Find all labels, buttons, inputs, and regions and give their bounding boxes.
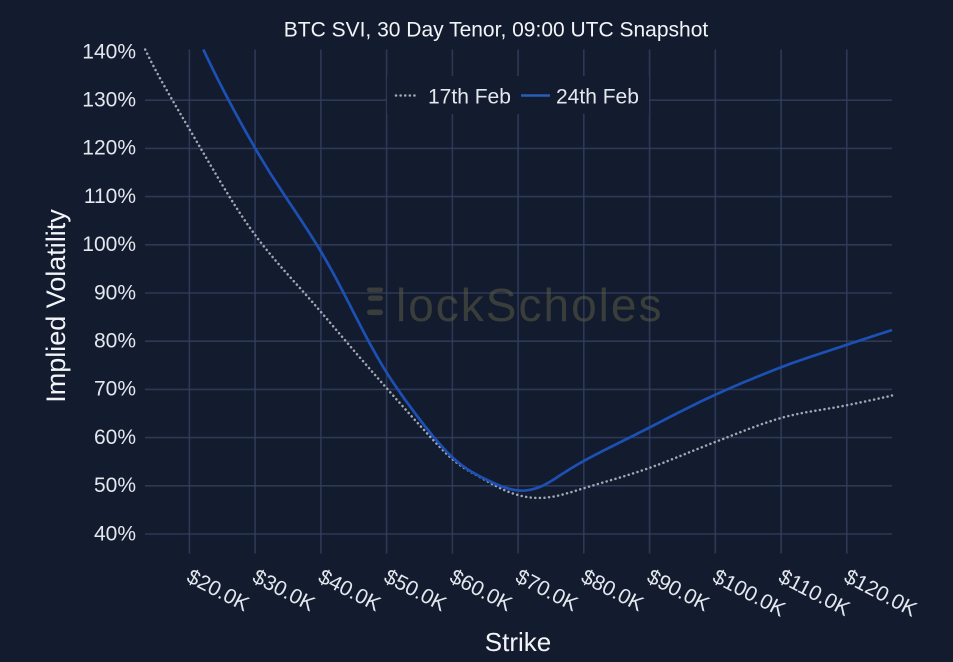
svg-text:110%: 110% <box>84 185 136 208</box>
svg-text:90%: 90% <box>94 281 136 304</box>
svg-text:60%: 60% <box>94 426 136 449</box>
svg-text:BTC SVI, 30 Day Tenor, 09:00 U: BTC SVI, 30 Day Tenor, 09:00 UTC Snapsho… <box>284 19 709 42</box>
svg-text:Strike: Strike <box>485 627 551 657</box>
svg-text:130%: 130% <box>82 89 136 112</box>
svg-text:Implied Volatility: Implied Volatility <box>41 209 71 403</box>
svg-text:40%: 40% <box>94 522 136 545</box>
svg-text:50%: 50% <box>94 474 136 497</box>
svg-text:70%: 70% <box>94 378 136 401</box>
svg-text:lockScholes: lockScholes <box>396 279 663 331</box>
svg-text:24th Feb: 24th Feb <box>556 86 639 109</box>
svg-text:120%: 120% <box>82 137 136 160</box>
svg-text:80%: 80% <box>94 330 136 353</box>
svg-text:17th Feb: 17th Feb <box>428 86 511 109</box>
svg-text:140%: 140% <box>82 40 136 63</box>
svg-text:100%: 100% <box>82 233 136 256</box>
